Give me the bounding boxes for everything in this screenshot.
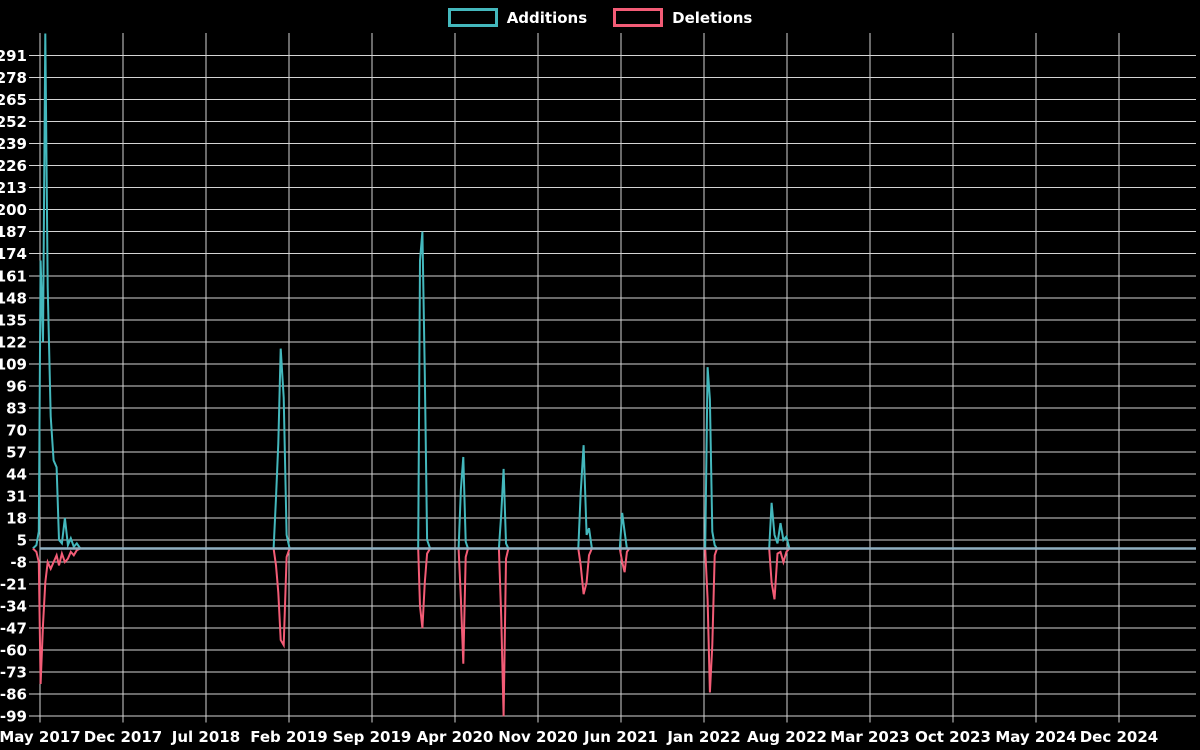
x-tick-label: Jul 2018 xyxy=(171,728,240,746)
x-tick-label: Oct 2023 xyxy=(915,728,991,746)
y-tick-label: -73 xyxy=(0,664,27,682)
x-tick-label: Sep 2019 xyxy=(333,728,412,746)
x-tick-label: Jun 2021 xyxy=(583,728,658,746)
x-tick-label: Apr 2020 xyxy=(417,728,494,746)
y-tick-label: 161 xyxy=(0,267,27,285)
y-tick-label: 239 xyxy=(0,135,27,153)
additions-swatch-icon xyxy=(447,8,498,27)
y-tick-label: -99 xyxy=(0,708,27,726)
y-tick-label: 226 xyxy=(0,157,27,175)
y-tick-label: -34 xyxy=(0,598,27,616)
y-tick-label: 135 xyxy=(0,311,27,329)
chart-legend: Additions Deletions xyxy=(0,8,1200,27)
y-tick-label: 5 xyxy=(17,532,27,550)
y-tick-label: 148 xyxy=(0,289,27,307)
legend-label-additions: Additions xyxy=(506,8,588,27)
deletions-line xyxy=(32,547,1195,717)
y-tick-label: 18 xyxy=(6,510,27,528)
y-tick-label: 44 xyxy=(6,465,27,483)
y-tick-label: 278 xyxy=(0,69,27,87)
legend-label-deletions: Deletions xyxy=(672,8,753,27)
x-tick-label: Aug 2022 xyxy=(747,728,827,746)
x-tick-label: Mar 2023 xyxy=(830,728,909,746)
deletions-swatch-icon xyxy=(613,8,664,27)
y-tick-label: 291 xyxy=(0,47,27,65)
y-tick-label: 122 xyxy=(0,333,27,351)
y-tick-label: 174 xyxy=(0,245,27,263)
y-tick-label: -60 xyxy=(0,642,27,660)
x-tick-label: Jan 2022 xyxy=(666,728,740,746)
y-tick-label: 252 xyxy=(0,113,27,131)
y-tick-label: -21 xyxy=(0,576,27,594)
y-tick-label: 31 xyxy=(6,487,27,505)
y-tick-label: 187 xyxy=(0,223,27,241)
y-tick-label: 265 xyxy=(0,91,27,109)
x-tick-label: Feb 2019 xyxy=(250,728,328,746)
y-tick-label: 213 xyxy=(0,179,27,197)
y-tick-label: 109 xyxy=(0,355,27,373)
y-tick-label: -8 xyxy=(10,554,27,572)
y-tick-label: -47 xyxy=(0,620,27,638)
y-tick-label: 57 xyxy=(6,443,27,461)
y-tick-label: 70 xyxy=(6,421,27,439)
y-tick-label: 96 xyxy=(6,377,27,395)
y-tick-label: -86 xyxy=(0,686,27,704)
y-tick-label: 83 xyxy=(6,399,27,417)
additions-line xyxy=(32,33,1195,550)
legend-item-deletions[interactable]: Deletions xyxy=(613,8,752,27)
x-tick-label: May 2017 xyxy=(0,728,81,746)
x-tick-label: Nov 2020 xyxy=(498,728,578,746)
y-tick-label: 200 xyxy=(0,201,27,219)
x-tick-label: May 2024 xyxy=(995,728,1076,746)
x-tick-label: Dec 2017 xyxy=(84,728,163,746)
legend-item-additions[interactable]: Additions xyxy=(447,8,588,27)
x-tick-label: Dec 2024 xyxy=(1080,728,1159,746)
